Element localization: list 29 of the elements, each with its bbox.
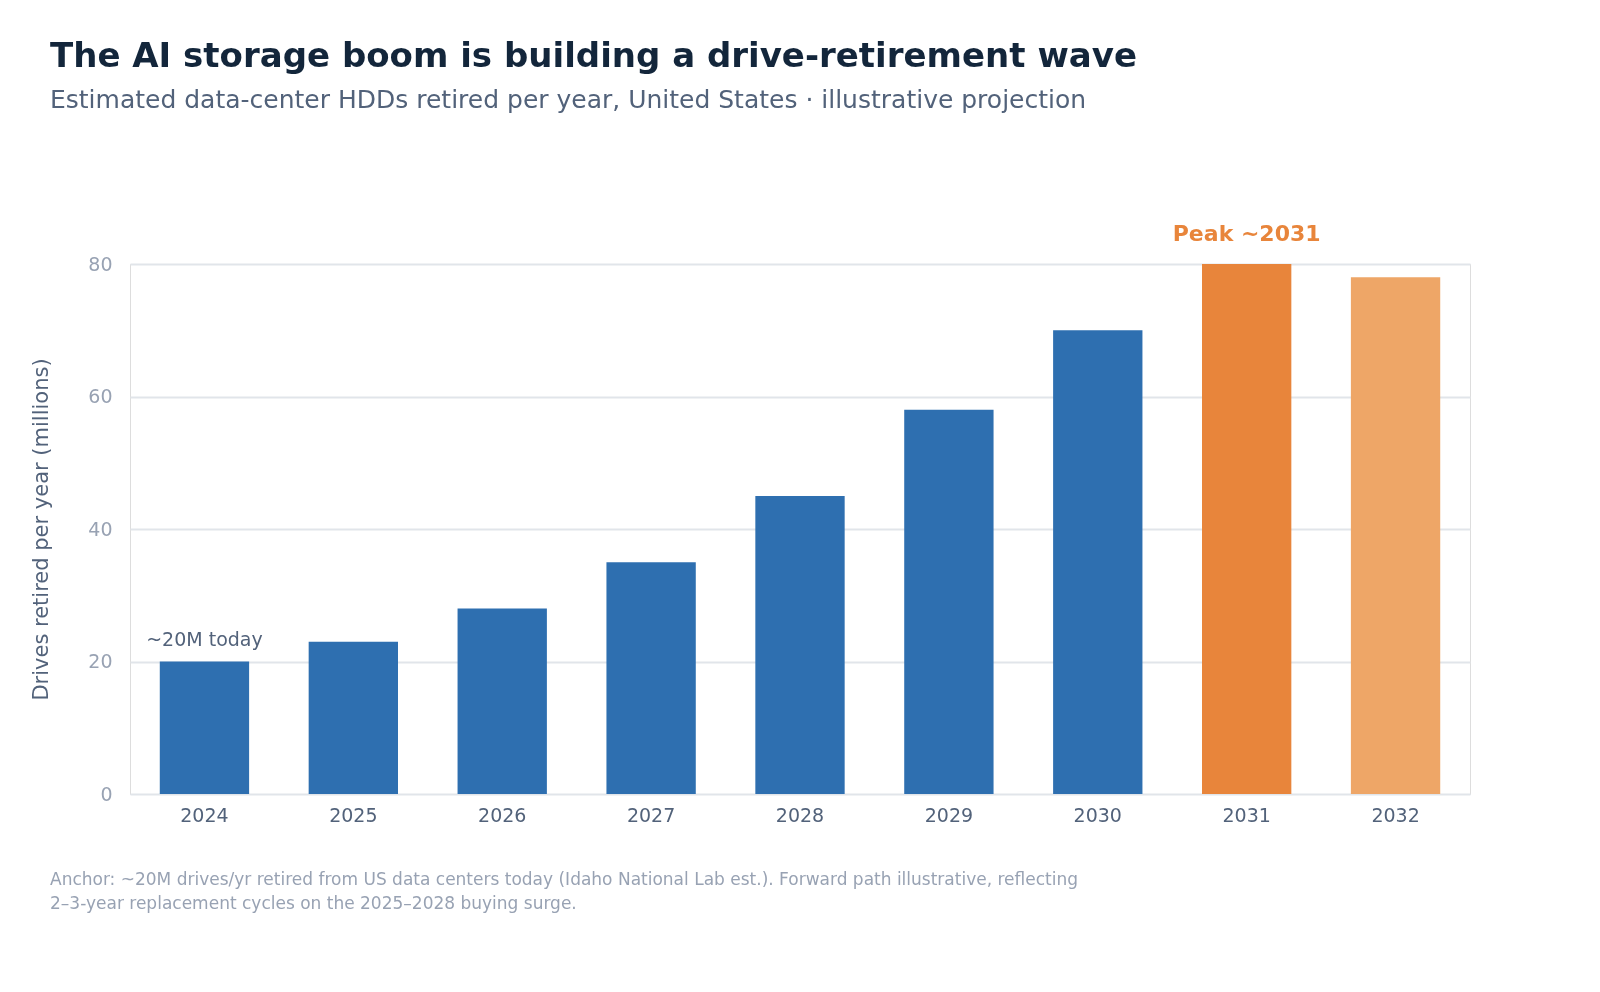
x-tick-label: 2025 xyxy=(329,803,378,826)
y-tick-label: 40 xyxy=(88,517,113,540)
bar xyxy=(457,608,547,794)
bar xyxy=(159,661,250,794)
y-tick-label: 80 xyxy=(88,252,113,275)
y-tick-label: 60 xyxy=(88,385,113,407)
bar xyxy=(308,641,398,794)
bar xyxy=(1202,264,1292,794)
bar xyxy=(606,562,696,794)
chart-title: The AI storage boom is building a drive-retirement wave xyxy=(50,35,1137,75)
x-tick-label: 2026 xyxy=(478,803,527,826)
x-tick-label: 2029 xyxy=(924,803,974,826)
bar xyxy=(1053,330,1143,794)
y-tick-label: 20 xyxy=(88,650,113,672)
y-tick-label: 0 xyxy=(100,782,113,805)
annotation: ~20M today xyxy=(146,627,263,650)
y-axis-title: Drives retired per year (millions) xyxy=(29,358,54,701)
x-tick-label: 2027 xyxy=(626,803,676,826)
annotation: Peak ~2031 xyxy=(1172,221,1321,246)
bar xyxy=(755,495,845,794)
chart-subtitle: Estimated data-center HDDs retired per year, United States · illustrative projection xyxy=(50,85,1087,114)
x-tick-label: 2031 xyxy=(1222,803,1271,826)
text: Anchor: ~20M drives/yr retired from US data centers today (Idaho National Lab est.). Forward path illustrative, reflecting 2–3-year replacement cycles on the 2025–2028 buying surge. xyxy=(50,869,1079,913)
bar xyxy=(904,409,994,794)
x-tick-label: 2032 xyxy=(1371,803,1420,826)
x-tick-label: 2030 xyxy=(1073,803,1122,826)
x-tick-label: 2024 xyxy=(180,803,229,826)
x-tick-label: 2028 xyxy=(775,803,825,826)
bar xyxy=(1350,277,1441,794)
